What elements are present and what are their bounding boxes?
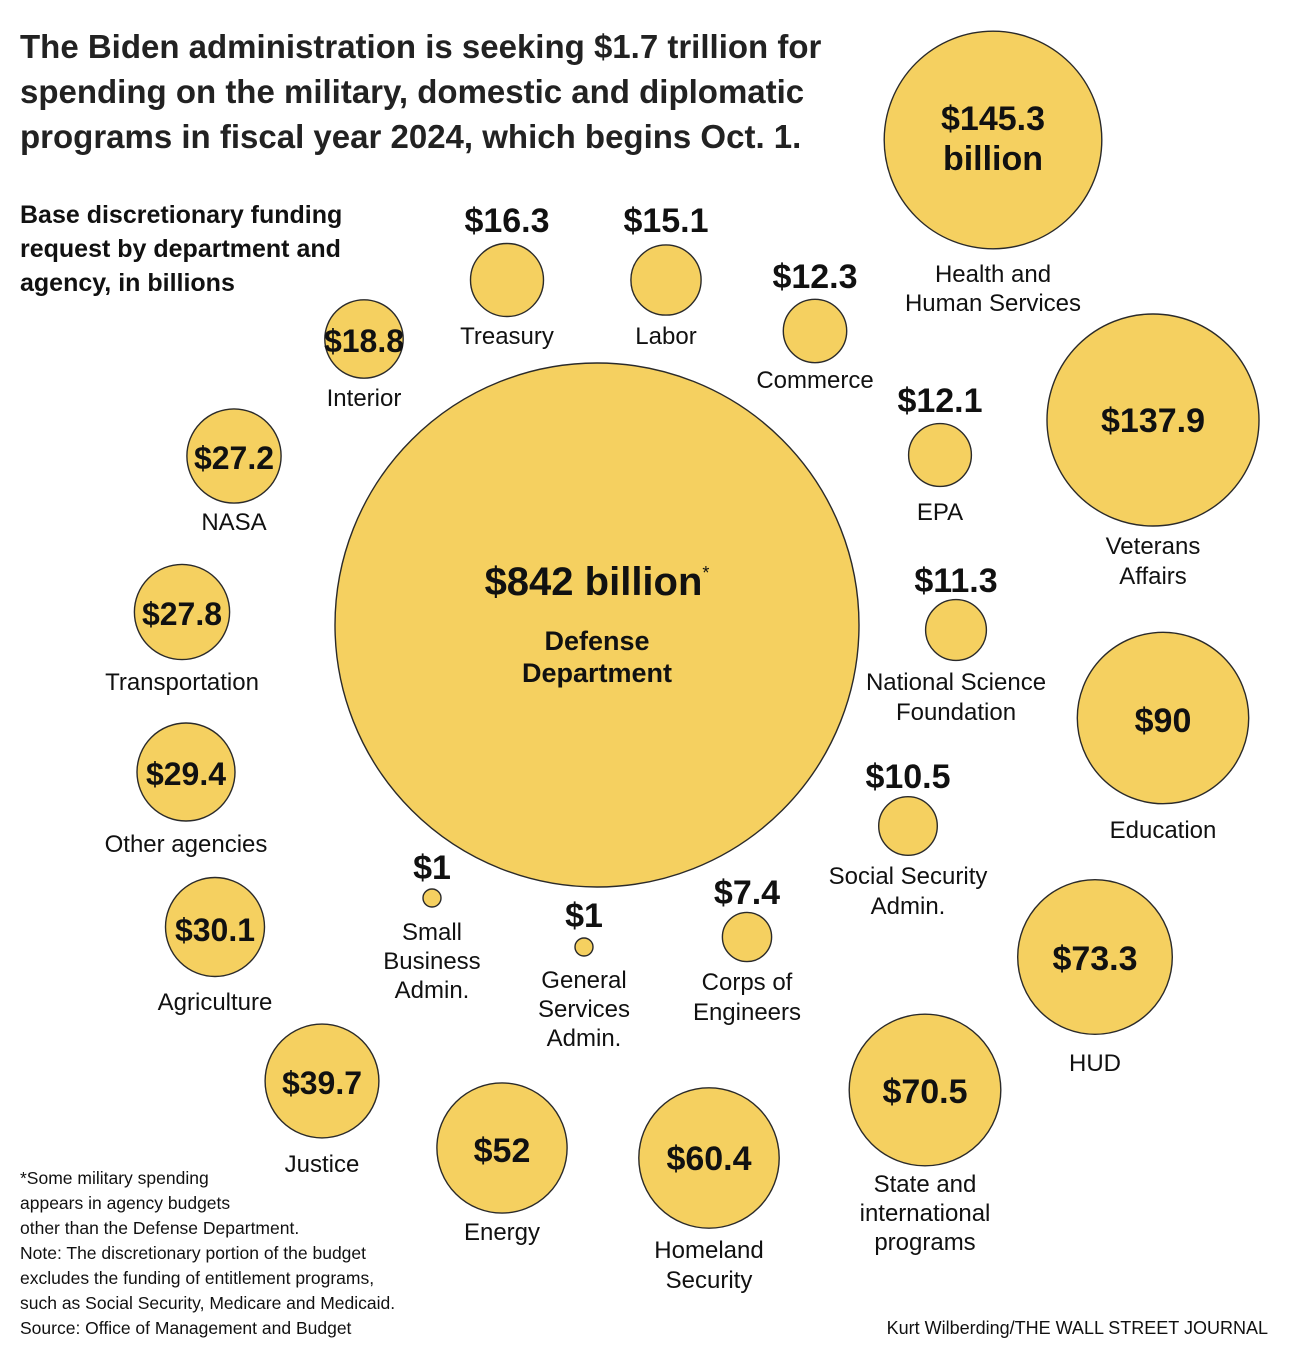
category-label: Treasury xyxy=(460,323,554,350)
value-label: $70.5 xyxy=(882,1073,967,1111)
bubble xyxy=(721,911,773,963)
category-label: Agriculture xyxy=(158,989,273,1016)
footnote-marker: * xyxy=(702,563,709,583)
value-label: $60.4 xyxy=(666,1140,751,1178)
value-label: $29.4 xyxy=(146,756,226,792)
value-label: $10.5 xyxy=(865,758,950,796)
bubble xyxy=(630,244,702,316)
value-label: $39.7 xyxy=(282,1065,362,1101)
category-label: Labor xyxy=(635,323,696,350)
category-label: General xyxy=(541,967,626,994)
category-label: Interior xyxy=(327,385,402,412)
category-label: Commerce xyxy=(756,367,873,394)
subhead: Base discretionary funding request by de… xyxy=(20,201,343,297)
bubble xyxy=(436,1082,568,1214)
bubble xyxy=(1076,631,1250,805)
value-label: $73.3 xyxy=(1052,940,1137,978)
bubble xyxy=(924,598,988,662)
value-label: $27.8 xyxy=(142,596,222,632)
bubble xyxy=(1046,313,1260,527)
value-label: $145.3 xyxy=(941,100,1045,138)
value-label: $52 xyxy=(474,1132,531,1170)
bubble xyxy=(1017,879,1174,1036)
category-label: programs xyxy=(874,1229,975,1256)
value-label: $30.1 xyxy=(175,912,255,948)
category-label: HUD xyxy=(1069,1050,1121,1077)
category-label: Engineers xyxy=(693,999,801,1026)
category-label: Security xyxy=(666,1267,753,1294)
value-label: $16.3 xyxy=(464,202,549,240)
bubble xyxy=(133,563,231,661)
footnote-line: appears in agency budgets xyxy=(20,1193,231,1213)
category-label: Other agencies xyxy=(105,831,268,858)
category-label: Affairs xyxy=(1119,563,1187,590)
category-label: Corps of xyxy=(702,969,793,996)
credit: Kurt Wilberding/THE WALL STREET JOURNAL xyxy=(886,1318,1268,1338)
category-label: NASA xyxy=(201,509,266,536)
footnote-line: such as Social Security, Medicare and Me… xyxy=(20,1293,396,1313)
value-label: $1 xyxy=(413,849,451,887)
category-label: Services xyxy=(538,996,630,1023)
bubble xyxy=(638,1087,780,1229)
value-label: $27.2 xyxy=(194,440,274,476)
bubble xyxy=(848,1013,1002,1167)
bubble xyxy=(878,796,939,857)
category-label: Business xyxy=(383,948,480,975)
category-label: Justice xyxy=(285,1151,360,1178)
headline: The Biden administration is seeking $1.7… xyxy=(20,28,822,155)
category-label: EPA xyxy=(917,499,963,526)
category-label: Small xyxy=(402,919,462,946)
value-label: billion xyxy=(943,140,1043,178)
footnote-line: other than the Defense Department. xyxy=(20,1218,300,1238)
value-label: $7.4 xyxy=(714,874,780,912)
category-label: Social Security xyxy=(829,863,988,890)
category-label: Health and xyxy=(935,261,1051,288)
bubble xyxy=(186,408,282,504)
footnote-line: excludes the funding of entitlement prog… xyxy=(20,1268,375,1288)
category-label: Admin. xyxy=(395,977,470,1004)
category-label: Education xyxy=(1110,817,1217,844)
value-label: $15.1 xyxy=(623,202,708,240)
category-label: National Science xyxy=(866,669,1046,696)
bubble xyxy=(574,937,594,957)
bubble xyxy=(264,1023,380,1139)
bubble xyxy=(883,30,1103,250)
bubble xyxy=(136,722,236,822)
category-label: Homeland xyxy=(654,1237,763,1264)
category-label: Veterans xyxy=(1106,533,1201,560)
category-label: Admin. xyxy=(871,893,946,920)
source-line: Source: Office of Management and Budget xyxy=(20,1318,352,1338)
footnote: *Some military spending appears in agenc… xyxy=(20,1166,440,1341)
category-label: Transportation xyxy=(105,669,259,696)
category-label: Department xyxy=(522,658,672,688)
value-label: $12.1 xyxy=(897,382,982,420)
bubble xyxy=(334,362,860,888)
value-label: $11.3 xyxy=(914,562,997,600)
value-label: $18.8 xyxy=(324,323,404,359)
bubble xyxy=(469,242,545,318)
category-label: Foundation xyxy=(896,699,1016,726)
category-label: State and xyxy=(874,1171,977,1198)
bubble xyxy=(164,876,266,978)
value-label: $137.9 xyxy=(1101,402,1205,440)
category-label: Admin. xyxy=(547,1025,622,1052)
category-label: international xyxy=(860,1200,991,1227)
bubble xyxy=(782,298,848,364)
bubble xyxy=(324,299,404,379)
value-label: $1 xyxy=(565,897,603,935)
category-label: Energy xyxy=(464,1219,540,1246)
category-label: Defense xyxy=(544,626,649,656)
footnote-line: *Some military spending xyxy=(20,1168,209,1188)
value-label: $90 xyxy=(1135,702,1192,740)
category-label: Human Services xyxy=(905,290,1081,317)
value-label: $842 billion* xyxy=(485,560,710,604)
bubble xyxy=(907,422,973,488)
value-label: $12.3 xyxy=(772,258,857,296)
bubble xyxy=(422,888,442,908)
footnote-line: Note: The discretionary portion of the b… xyxy=(20,1243,367,1263)
